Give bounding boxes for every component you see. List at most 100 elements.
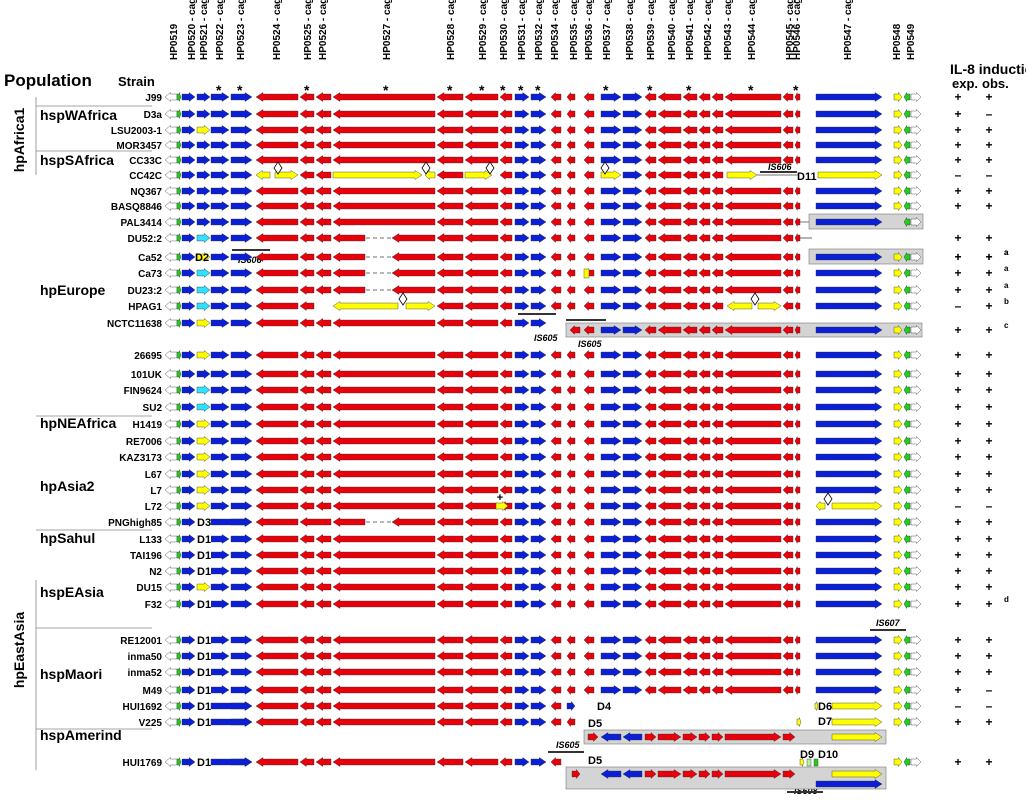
inverted-gene-b7	[711, 769, 724, 779]
cag-a-arrow	[815, 350, 883, 360]
cag-u-arrow	[514, 685, 530, 695]
cag-gamma-arrow	[210, 501, 230, 511]
cag-t-arrow	[530, 402, 547, 412]
cag-epsilon-arrow	[181, 233, 196, 243]
il8-footnote-HPAG1: b	[1004, 297, 1009, 306]
cag-c-arrow	[794, 201, 801, 211]
cag-v-arrow	[499, 436, 513, 446]
cag-h-arrow	[682, 651, 698, 661]
hp0520-arrow	[176, 566, 182, 576]
cag-s-arrow	[550, 140, 562, 150]
cag-c-stub	[799, 757, 805, 767]
cag-w-arrow	[464, 217, 499, 227]
cag-v-arrow	[499, 201, 513, 211]
cag-epsilon-arrow	[181, 350, 196, 360]
hp0519-arrow	[164, 651, 178, 661]
hp0549-green-arrow	[903, 139, 911, 151]
cag-m-arrow	[600, 268, 622, 278]
hp0520-arrow	[176, 701, 182, 711]
cag-delta-arrow	[196, 369, 211, 379]
cag-gamma-arrow	[210, 233, 230, 243]
cag-x-arrow	[436, 125, 464, 135]
cag-m-arrow	[600, 350, 622, 360]
strain-name-Ca52: Ca52	[138, 253, 162, 264]
cag-q-arrow	[566, 581, 576, 593]
cag-c-arrow	[794, 485, 801, 495]
cag-alpha-arrow	[299, 757, 315, 767]
cag-x-arrow	[436, 92, 464, 102]
boxed-cag-p	[583, 325, 595, 335]
cag-l-arrow	[644, 651, 657, 661]
cag-epsilon-arrow	[181, 651, 196, 661]
insertion-diamond-marker	[421, 161, 431, 175]
essential-star-g528: *	[447, 82, 453, 98]
cag-c-arrow	[794, 667, 801, 677]
cag-delta-arrow	[196, 419, 211, 429]
gene-label-g547: HP0547 - cagA	[843, 0, 854, 60]
cag-q-arrow	[566, 401, 576, 413]
cag-a-arrow	[815, 186, 883, 196]
gene-label-g543: HP0543 - cagF	[723, 0, 734, 60]
cag-beta-arrow	[255, 436, 299, 446]
cag-u-arrow	[514, 452, 530, 462]
cag-delta-arrow	[196, 436, 211, 446]
il8-observed-NQ367: +	[985, 184, 992, 198]
cag-delta-arrow	[196, 170, 211, 180]
hp0520-arrow	[176, 485, 182, 495]
hp0520-arrow	[176, 599, 182, 609]
cag-s-arrow	[550, 582, 562, 592]
cag-u-arrow	[514, 717, 530, 727]
cag-a-arrow	[815, 325, 883, 335]
cag-m-arrow	[600, 325, 622, 335]
hp0549-green-arrow	[903, 516, 911, 528]
il8-observed-KAZ3173: +	[985, 450, 992, 464]
cag-a-arrow	[815, 582, 883, 592]
cag-alpha-arrow	[299, 201, 315, 211]
cag-q-arrow	[566, 500, 576, 512]
hp0549-arrow	[910, 109, 922, 119]
cag-p-arrow	[583, 170, 595, 180]
cag-y-arrow	[332, 582, 436, 592]
il8-expected-26695: +	[954, 348, 961, 362]
cag-y-arrow	[332, 125, 436, 135]
cag-n-arrow	[622, 419, 643, 429]
cag-v-arrow	[499, 285, 513, 295]
essential-star-g539: *	[647, 82, 653, 98]
cag-l-arrow	[644, 534, 657, 544]
cag-c-arrow	[794, 419, 801, 429]
cag-x-arrow	[436, 350, 464, 360]
cag-p-arrow	[583, 550, 595, 560]
cag-p-arrow	[583, 419, 595, 429]
cag-a-arrow	[815, 485, 883, 495]
cag-alpha-arrow	[299, 285, 315, 295]
cag-u-arrow	[514, 582, 530, 592]
cag-w-arrow	[464, 599, 499, 609]
cag-z-arrow	[315, 469, 332, 479]
cag-delta-arrow	[196, 109, 211, 119]
cag-y2-arrow	[424, 170, 436, 180]
hp0549-green-arrow	[903, 91, 911, 103]
population-label-hpSahul: hpSahul	[40, 530, 95, 546]
strain-name-L67: L67	[145, 470, 163, 481]
cag-g-arrow	[698, 582, 711, 592]
cag-n-arrow	[622, 252, 643, 262]
hp0520-arrow	[176, 318, 182, 328]
cag-m-arrow	[600, 469, 622, 479]
cag-x-arrow	[436, 667, 464, 677]
cag-delta-arrow	[196, 385, 211, 395]
is605-label-c: IS605	[556, 740, 581, 750]
cag-q-arrow	[566, 267, 576, 279]
essential-star-g530: *	[500, 82, 506, 98]
cag-p-arrow	[583, 599, 595, 609]
cag-g-arrow	[698, 566, 711, 576]
il8-observed-BASQ8846: +	[985, 199, 992, 213]
cag-d-arrow	[782, 155, 794, 165]
hp0520-arrow	[176, 534, 182, 544]
cag-y-arrow	[332, 201, 436, 211]
cag-s-arrow	[550, 109, 562, 119]
cag-g-arrow	[698, 233, 711, 243]
hp0548-arrow	[893, 418, 903, 430]
cag-s-arrow	[550, 301, 562, 311]
cag-m-arrow	[600, 517, 622, 527]
deletion-label-M49: D1	[197, 685, 211, 697]
